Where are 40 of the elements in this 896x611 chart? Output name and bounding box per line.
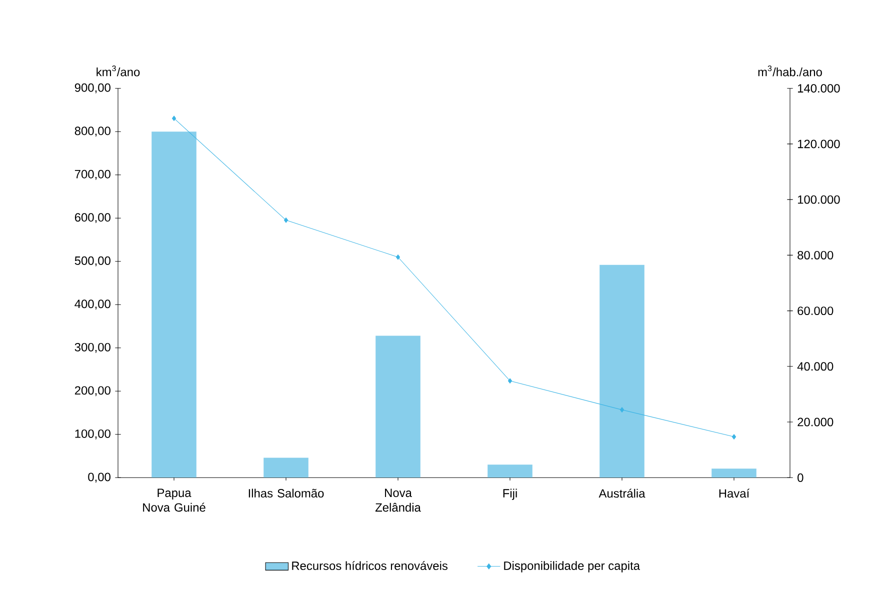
point: [172, 116, 176, 122]
x-tick-label: Ilhas Salomão: [248, 488, 324, 498]
point: [620, 407, 624, 413]
bar: [488, 464, 532, 478]
y-tick-label: 600,00: [74, 213, 110, 224]
legend-label: Recursos hídricos renováveis: [292, 561, 448, 570]
bar: [712, 468, 756, 478]
y2-tick-label: 80.000: [798, 251, 834, 260]
y-tick-label: 400,00: [74, 300, 110, 310]
y2-axis-title: m$^{3}$/hab./ano: [758, 66, 822, 76]
y-tick-label: 100,00: [75, 430, 110, 440]
point: [396, 254, 400, 260]
y2-tick-label: 140.000: [798, 84, 840, 93]
x-tick-label: Fiji: [503, 488, 517, 500]
y2-tick-label: 120.000: [798, 140, 840, 148]
y2-tick-label: 100.000: [798, 196, 840, 204]
y-tick-label: 0,00: [88, 472, 110, 483]
y-axis-title: km$^{3}$/ano: [96, 66, 140, 76]
bar: [376, 336, 420, 478]
y2-tick-label: 20.000: [798, 418, 834, 426]
legend-label: Disponibilidade per capita: [504, 561, 640, 572]
y2-tick-label: 40.000: [797, 362, 834, 371]
x-tick-label: Austrália: [598, 488, 646, 498]
x-tick-label: Havaí: [719, 488, 750, 498]
x-tick-label: Nova Zelândia: [375, 488, 421, 512]
point: [508, 378, 512, 384]
y-tick-label: 700,00: [74, 170, 110, 180]
y-tick-label: 300,00: [74, 343, 110, 353]
bar: [600, 265, 644, 478]
x-tick-label: Papua Nova Guiné: [143, 488, 206, 512]
y-tick-label: 900,00: [74, 84, 110, 94]
y2-tick-label: 0: [798, 474, 804, 482]
y2-tick-label: 60.000: [798, 306, 834, 316]
point: [732, 434, 736, 440]
y-tick-label: 800,00: [74, 126, 110, 137]
point: [284, 218, 288, 223]
bar: [152, 132, 196, 478]
y-tick-label: 500,00: [74, 256, 110, 266]
bar: [264, 458, 308, 478]
y-tick-label: 200,00: [74, 386, 110, 396]
